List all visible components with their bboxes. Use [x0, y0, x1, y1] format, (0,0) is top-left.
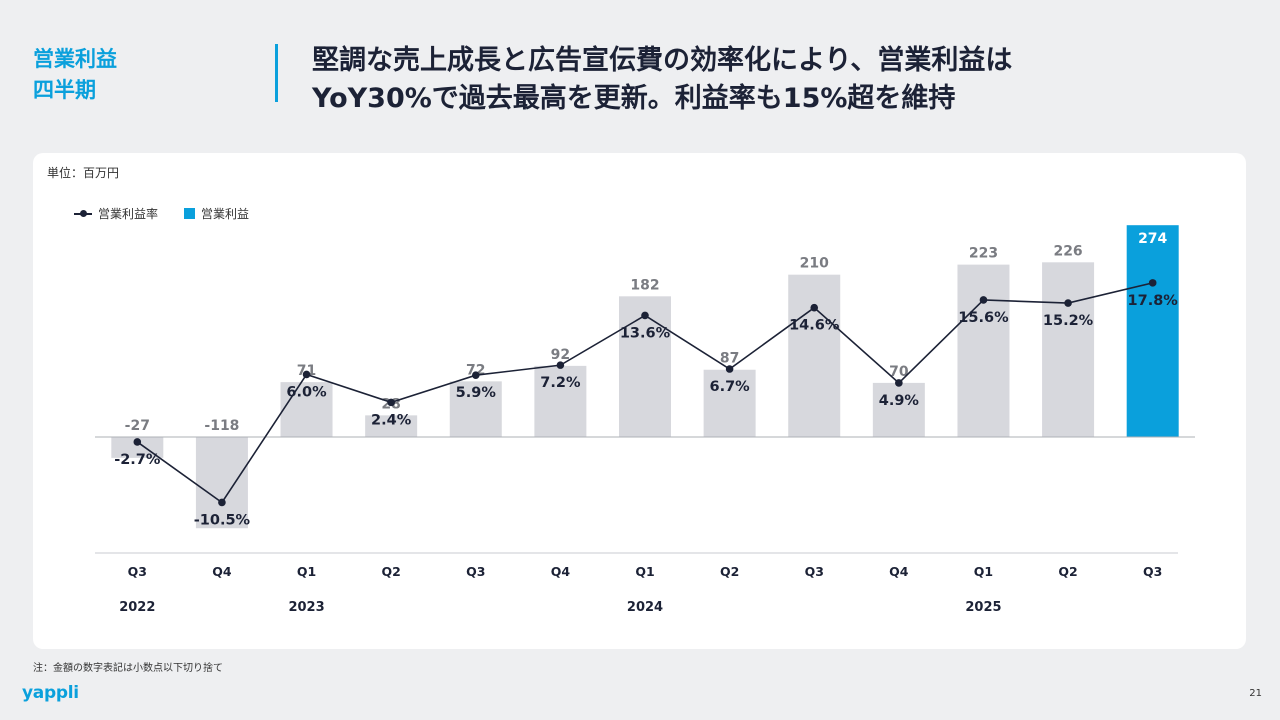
yappli-logo: yappli [22, 683, 79, 703]
rate-label-11: 15.2% [1043, 313, 1094, 329]
bar-10 [957, 264, 1010, 437]
rate-point-8 [810, 303, 819, 312]
bar-0 [111, 437, 164, 458]
legend-line-marker [74, 209, 92, 217]
bar-9 [872, 382, 925, 437]
title-divider [275, 44, 278, 102]
rate-point-6 [641, 311, 649, 320]
bar-3 [365, 415, 418, 437]
bar-1 [195, 437, 248, 529]
bar-value-label-1: -118 [204, 418, 239, 434]
quarter-label-5: Q4 [551, 564, 571, 579]
unit-label: 単位：百万円 [47, 166, 120, 180]
headline-line2: YoY30%で過去最高を更新。利益率も15%超を維持 [312, 83, 956, 114]
bar-value-label-10: 223 [969, 246, 998, 262]
rate-label-6: 13.6% [620, 325, 671, 341]
bar-value-label-9: 70 [889, 364, 909, 380]
rate-point-4 [471, 371, 480, 380]
quarter-label-6: Q1 [635, 564, 654, 579]
bar-value-label-0: -27 [125, 418, 150, 434]
bar-12 [1126, 225, 1179, 437]
chart-legend: 営業利益率 営業利益 [74, 205, 275, 222]
legend-profit-label: 営業利益 [201, 207, 250, 221]
bar-value-label-6: 182 [630, 277, 659, 293]
rate-point-12 [1148, 279, 1157, 287]
legend-item-rate: 営業利益率 [74, 205, 158, 222]
rate-label-12: 17.8% [1128, 293, 1179, 309]
rate-label-1: -10.5% [194, 512, 251, 528]
bar-11 [1042, 262, 1095, 437]
rate-label-7: 6.7% [710, 379, 751, 395]
rate-label-4: 5.9% [456, 385, 497, 401]
quarter-label-1: Q4 [212, 564, 232, 579]
quarter-label-12: Q3 [1143, 564, 1162, 579]
legend-rate-label: 営業利益率 [98, 207, 159, 221]
section-label-line2: 四半期 [33, 78, 96, 102]
quarter-label-10: Q1 [974, 564, 993, 579]
bar-value-label-12: 274 [1138, 231, 1167, 247]
quarter-label-3: Q2 [381, 564, 400, 579]
rate-point-0 [133, 438, 142, 446]
bar-6 [619, 296, 671, 437]
legend-item-profit: 営業利益 [184, 205, 249, 222]
quarter-label-7: Q2 [720, 564, 739, 579]
bar-value-label-11: 226 [1053, 243, 1082, 259]
quarter-label-9: Q4 [889, 564, 909, 579]
year-label-2025: 2025 [965, 600, 1001, 615]
rate-point-5 [556, 361, 565, 369]
page-headline: 堅調な売上成長と広告宣伝費の効率化により、営業利益は YoY30%で過去最高を更… [312, 42, 1252, 118]
section-label: 営業利益 四半期 [33, 44, 117, 106]
rate-label-0: -2.7% [114, 452, 161, 468]
bar-value-label-8: 210 [800, 256, 829, 272]
rate-point-9 [895, 379, 903, 387]
quarter-label-2: Q1 [297, 564, 316, 579]
rate-point-2 [302, 370, 311, 379]
quarter-label-0: Q3 [128, 564, 147, 579]
section-label-line1: 営業利益 [33, 47, 117, 71]
bar-7 [703, 369, 756, 437]
legend-bar-marker [184, 208, 196, 219]
year-label-2022: 2022 [119, 600, 155, 615]
year-label-2023: 2023 [288, 600, 324, 615]
page-number: 21 [1249, 688, 1262, 699]
rate-point-11 [1064, 299, 1072, 307]
quarter-label-4: Q3 [466, 564, 485, 579]
rate-label-9: 4.9% [879, 393, 920, 409]
rate-point-3 [387, 398, 395, 407]
bar-5 [534, 365, 587, 437]
rate-label-3: 2.4% [371, 412, 412, 428]
bar-2 [280, 382, 333, 437]
year-label-2024: 2024 [627, 600, 663, 615]
quarter-label-8: Q3 [805, 564, 824, 579]
bar-value-label-5: 92 [551, 347, 570, 363]
rate-point-10 [979, 296, 988, 304]
quarter-label-11: Q2 [1058, 564, 1077, 579]
rate-label-10: 15.6% [958, 310, 1009, 326]
bar-value-label-7: 87 [720, 351, 739, 367]
rate-point-1 [218, 498, 226, 507]
bar-4 [449, 381, 502, 437]
footnote: 注：金額の数字表記は小数点以下切り捨て [33, 663, 223, 674]
bar-8 [788, 274, 841, 437]
rate-label-2: 6.0% [286, 384, 327, 400]
headline-line1: 堅調な売上成長と広告宣伝費の効率化により、営業利益は [312, 45, 1013, 76]
rate-point-7 [725, 365, 734, 373]
rate-label-5: 7.2% [540, 375, 581, 391]
rate-label-8: 14.6% [789, 318, 840, 334]
